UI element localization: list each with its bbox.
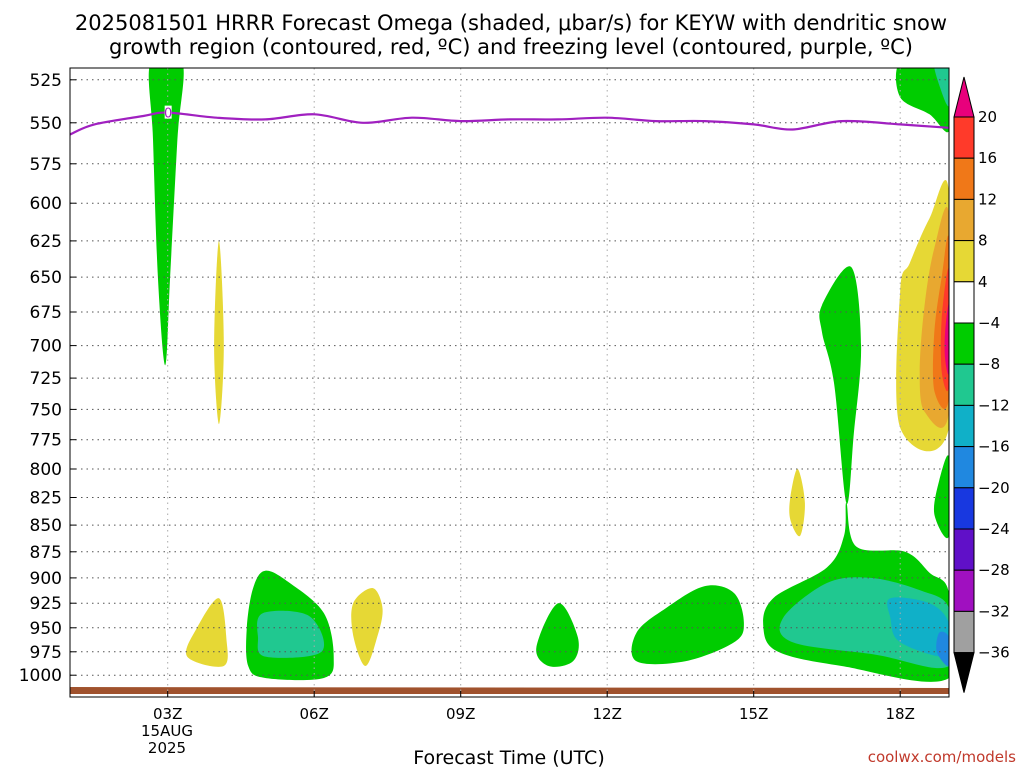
colorbar-swatch-4: [953, 240, 975, 283]
colorbar-swatch-2: [953, 157, 975, 200]
omega-region-0: [148, 68, 184, 366]
x-tick-label-0: 03Z: [153, 705, 182, 723]
colorbar-swatch-10: [953, 487, 975, 530]
date-day-label: 15AUG: [141, 722, 193, 740]
omega-region-15: [934, 68, 949, 107]
omega-region-14: [895, 68, 949, 133]
x-tick-label-4: 15Z: [739, 705, 768, 723]
colorbar-label-3: 8: [978, 232, 988, 250]
colorbar-swatch-3: [953, 198, 975, 242]
colorbar-swatch-1: [953, 116, 975, 159]
colorbar-label-1: 16: [978, 149, 997, 167]
y-tick-label-16: 925: [30, 594, 62, 614]
colorbar-label-2: 12: [978, 190, 997, 208]
y-tick-label-2: 575: [30, 155, 62, 175]
y-tick-label-10: 775: [30, 431, 62, 451]
plot-frame: [69, 67, 950, 698]
x-tick-label-2: 09Z: [446, 705, 475, 723]
y-tick-label-0: 525: [30, 71, 62, 91]
x-tick-label-5: 18Z: [886, 705, 915, 723]
y-tick-label-17: 950: [30, 619, 62, 639]
y-tick-label-12: 825: [30, 489, 62, 509]
y-tick-label-19: 1000: [19, 666, 62, 686]
x-axis-label: Forecast Time (UTC): [413, 747, 604, 768]
omega-region-21: [944, 304, 949, 375]
grid: [70, 68, 949, 697]
y-tick-label-7: 700: [30, 337, 62, 357]
date-year-label: 2025: [148, 739, 186, 757]
colorbar-swatch-12: [953, 569, 975, 612]
freezing-level-label: 0: [164, 107, 172, 122]
x-tick-label-1: 06Z: [300, 705, 329, 723]
colorbar-arrow-high: [953, 76, 975, 118]
axes: 525 550 575 600 625 650 675 700 725 750 775 800 825 8…: [19, 67, 950, 723]
freezing-level-line: [69, 111, 950, 136]
colorbar-label-11: −28: [978, 561, 1010, 579]
omega-region-8: [789, 468, 805, 537]
colorbar-swatch-8: [953, 404, 975, 448]
colorbar-label-0: 20: [978, 108, 997, 126]
omega-region-13: [936, 631, 949, 667]
y-tick-label-13: 850: [30, 516, 62, 536]
omega-region-4: [257, 610, 325, 658]
colorbar-label-8: −16: [978, 438, 1010, 456]
colorbar-swatch-13: [953, 610, 975, 654]
colorbar-label-7: −12: [978, 396, 1010, 414]
colorbar-arrow-low: [953, 652, 975, 693]
y-tick-label-6: 675: [30, 303, 62, 323]
colorbar-swatch-9: [953, 446, 975, 489]
omega-region-5: [351, 588, 383, 666]
y-tick-label-4: 625: [30, 232, 62, 252]
colorbar: 20 16 12 8 4 −4 −8 −12 −16 −20 −24 −28 −32 −36: [953, 76, 1010, 693]
colorbar-swatch-11: [953, 528, 975, 571]
omega-region-2: [185, 598, 228, 667]
ground-strip: [70, 687, 949, 694]
y-tick-label-18: 975: [30, 643, 62, 663]
omega-region-16: [933, 455, 949, 539]
omega-region-6: [536, 603, 579, 667]
y-tick-label-15: 900: [30, 569, 62, 589]
omega-region-12: [887, 597, 949, 658]
plot-area: 0: [69, 68, 950, 697]
x-tick-label-3: 12Z: [593, 705, 622, 723]
colorbar-label-13: −36: [978, 644, 1010, 662]
omega-region-9: [819, 266, 862, 504]
colorbar-label-10: −24: [978, 520, 1010, 538]
colorbar-label-12: −32: [978, 602, 1010, 620]
colorbar-label-9: −20: [978, 479, 1010, 497]
y-tick-label-8: 725: [30, 369, 62, 389]
y-tick-label-3: 600: [30, 194, 62, 214]
chart-title-line1: 2025081501 HRRR Forecast Omega (shaded, …: [75, 11, 947, 35]
omega-region-7: [631, 585, 744, 665]
y-tick-label-5: 650: [30, 268, 62, 288]
colorbar-swatch-7: [953, 363, 975, 406]
credit-link[interactable]: coolwx.com/models: [868, 748, 1016, 766]
y-tick-label-9: 750: [30, 400, 62, 420]
freezing-level-label-bg: [164, 105, 172, 119]
y-tick-label-1: 550: [30, 114, 62, 134]
omega-region-1: [214, 240, 224, 425]
colorbar-label-5: −4: [978, 314, 1000, 332]
colorbar-swatch-6: [953, 322, 975, 365]
colorbar-label-4: 4: [978, 273, 988, 291]
colorbar-swatch-5: [953, 281, 975, 324]
y-tick-label-11: 800: [30, 460, 62, 480]
omega-shading: [148, 68, 949, 682]
chart-title-line2: growth region (contoured, red, ºC) and f…: [109, 35, 913, 59]
y-tick-label-14: 875: [30, 543, 62, 563]
colorbar-label-6: −8: [978, 355, 1000, 373]
